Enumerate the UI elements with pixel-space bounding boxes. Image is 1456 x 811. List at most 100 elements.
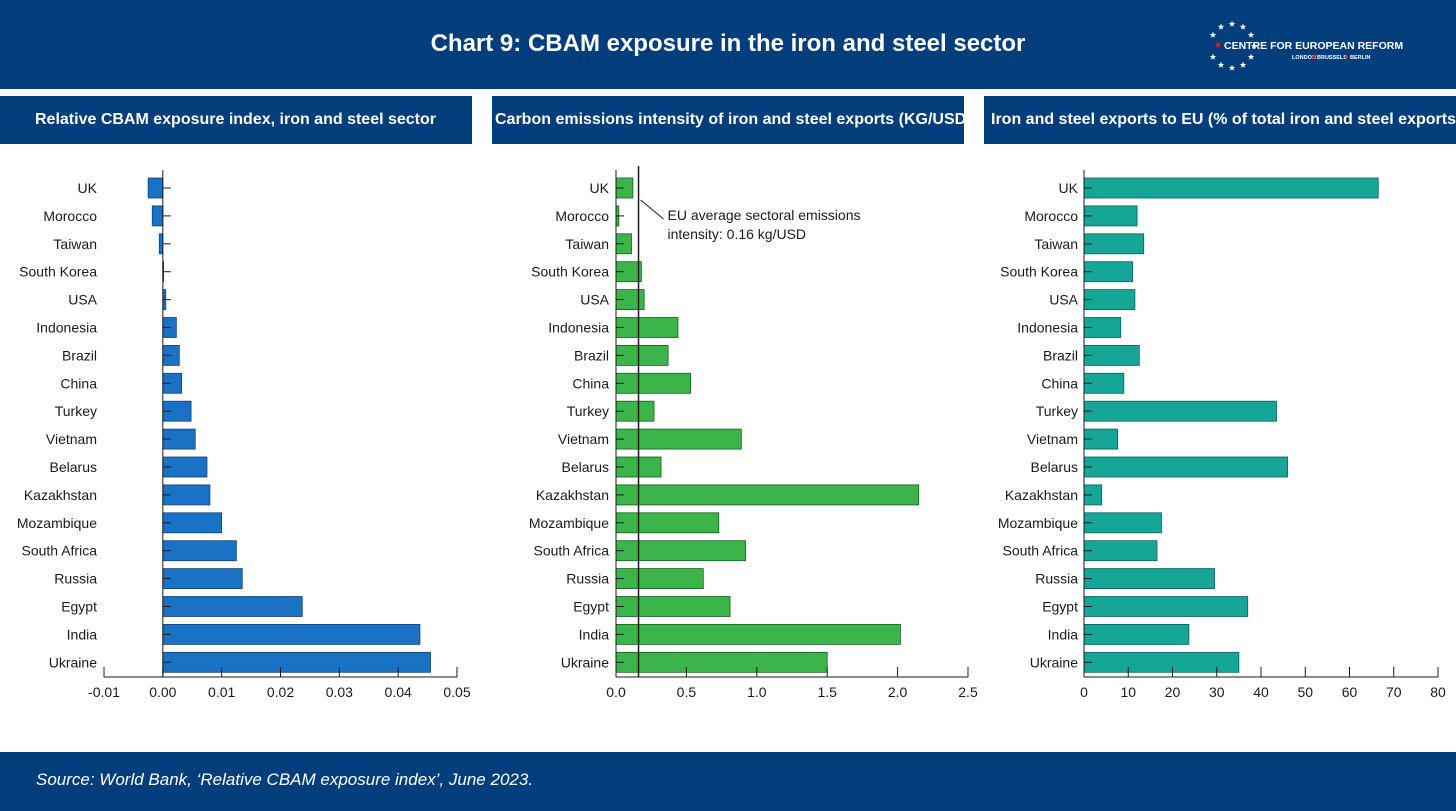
bar	[1083, 568, 1215, 590]
category-label: USA	[68, 292, 97, 308]
x-tick-label: 70	[1386, 684, 1402, 700]
category-label: Russia	[566, 571, 609, 587]
red-star-icon	[1214, 41, 1222, 48]
bar	[162, 540, 237, 562]
x-tick-label: 0.5	[677, 684, 697, 700]
star-icon	[1209, 53, 1217, 60]
category-label: Morocco	[555, 208, 609, 224]
category-label: Belarus	[50, 459, 97, 475]
category-label: Taiwan	[1034, 236, 1078, 252]
logo-city-brussels: BRUSSELS	[1317, 55, 1347, 61]
cer-logo: CENTRE FOR EUROPEAN REFORM LONDON BRUSSE…	[1209, 20, 1403, 71]
category-label: China	[1041, 375, 1078, 391]
x-tick-label: 2.0	[888, 684, 908, 700]
bar	[162, 623, 421, 645]
chart-emissions: UK Morocco Taiwan South Korea USA Indonesia Br…	[529, 166, 978, 700]
panel-header-exposure: Relative CBAM exposure index, iron and s…	[0, 96, 472, 144]
star-icon	[1209, 31, 1217, 38]
category-label: Belarus	[562, 459, 609, 475]
category-label: Ukraine	[1030, 654, 1078, 670]
star-icon	[1228, 64, 1236, 71]
category-label: UK	[590, 180, 610, 196]
source-note: Source: World Bank, ‘Relative CBAM expos…	[36, 770, 534, 789]
annotation-text: EU average sectoral emissions	[668, 207, 861, 223]
bar	[1083, 651, 1240, 673]
category-label: Mozambique	[998, 515, 1078, 531]
category-label: Vietnam	[46, 431, 97, 447]
category-label: Russia	[54, 571, 97, 587]
star-icon	[1247, 31, 1255, 38]
category-label: South Africa	[1003, 543, 1079, 559]
x-tick-label: 50	[1297, 684, 1313, 700]
category-label: South Korea	[19, 264, 97, 280]
category-label: Turkey	[55, 403, 97, 419]
bar	[1083, 400, 1277, 422]
bar	[1083, 540, 1158, 562]
x-tick-label: 0.03	[326, 684, 353, 700]
bar	[615, 512, 720, 534]
x-tick-label: 1.5	[817, 684, 837, 700]
x-tick-label: 0.00	[149, 684, 176, 700]
x-tick-label: 0.05	[443, 684, 470, 700]
star-icon	[1250, 42, 1258, 49]
category-label: Brazil	[574, 347, 609, 363]
category-label: USA	[580, 292, 609, 308]
category-label: Turkey	[1036, 403, 1078, 419]
logo-city-berlin: BERLIN	[1350, 55, 1371, 61]
category-label: Indonesia	[548, 320, 609, 336]
category-label: Turkey	[567, 403, 609, 419]
footer-band	[0, 752, 1456, 811]
bar	[615, 372, 692, 394]
star-icon	[1247, 53, 1255, 60]
bar	[162, 596, 303, 617]
category-label: India	[1048, 626, 1079, 642]
category-label: Kazakhstan	[536, 487, 609, 503]
bar	[151, 205, 164, 227]
category-label: Indonesia	[1017, 320, 1078, 336]
star-icon	[1228, 20, 1236, 27]
bar	[615, 623, 901, 645]
star-icon	[1217, 61, 1225, 68]
x-tick-label: -0.01	[88, 684, 120, 700]
x-tick-label: 10	[1120, 684, 1136, 700]
category-label: Ukraine	[561, 654, 609, 670]
category-label: Belarus	[1031, 459, 1078, 475]
bar	[1083, 456, 1288, 478]
chart-area: UK Morocco Taiwan South Korea USA Indonesia Br…	[17, 166, 1446, 700]
bar	[1083, 623, 1190, 645]
x-tick-label: 60	[1342, 684, 1358, 700]
x-tick-label: 80	[1430, 684, 1446, 700]
x-tick-label: 0.04	[385, 684, 412, 700]
category-label: Ukraine	[49, 654, 97, 670]
chart-eu-exports: UK Morocco Taiwan South Korea USA Indonesia Br…	[998, 170, 1446, 700]
bar	[615, 428, 742, 450]
logo-name: CENTRE FOR EUROPEAN REFORM	[1224, 40, 1403, 52]
x-tick-label: 0.0	[606, 684, 626, 700]
eu-stars-icon	[1209, 20, 1258, 71]
bar	[615, 651, 828, 673]
star-icon	[1239, 23, 1247, 30]
bar	[1083, 512, 1162, 534]
bar	[1083, 233, 1145, 255]
x-tick-label: 40	[1253, 684, 1269, 700]
bar	[1083, 177, 1379, 199]
chart-exposure: UK Morocco Taiwan South Korea USA Indonesia Br…	[17, 170, 471, 700]
logo-dot	[1345, 55, 1348, 59]
x-tick-label: 0.01	[208, 684, 235, 700]
category-label: Egypt	[61, 599, 97, 615]
category-label: Kazakhstan	[1005, 487, 1078, 503]
category-label: Taiwan	[53, 236, 97, 252]
category-label: Brazil	[1043, 347, 1078, 363]
category-label: Russia	[1035, 571, 1078, 587]
bar	[615, 317, 679, 338]
category-label: Vietnam	[1027, 431, 1078, 447]
category-label: Brazil	[62, 347, 97, 363]
category-label: Egypt	[573, 599, 609, 615]
page-title: Chart 9: CBAM exposure in the iron and s…	[430, 30, 1026, 57]
logo-city-london: LONDON	[1292, 55, 1316, 61]
bar	[147, 177, 164, 199]
category-label: India	[67, 626, 98, 642]
category-label: UK	[1059, 180, 1079, 196]
category-label: Vietnam	[558, 431, 609, 447]
category-label: Mozambique	[17, 515, 97, 531]
